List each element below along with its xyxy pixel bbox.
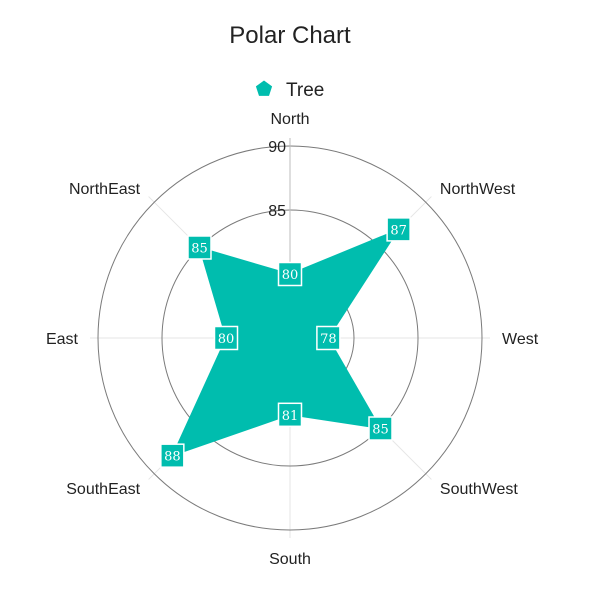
legend-pentagon-icon xyxy=(255,80,273,96)
data-label: 88 xyxy=(164,450,181,465)
data-label: 85 xyxy=(372,423,389,438)
data-point-west[interactable]: 78 xyxy=(316,325,341,351)
category-label-southeast: SouthEast xyxy=(66,481,140,498)
data-label-box xyxy=(277,261,303,287)
tick-label-90: 90 xyxy=(268,139,286,156)
category-label-northwest: NorthWest xyxy=(440,181,516,198)
legend-label: Tree xyxy=(286,80,324,101)
data-label: 81 xyxy=(282,409,299,424)
category-label-northeast: NorthEast xyxy=(69,181,141,198)
data-label: 80 xyxy=(218,332,235,347)
category-label-south: South xyxy=(269,551,311,568)
data-label-box xyxy=(277,402,303,428)
data-point-north[interactable]: 80 xyxy=(277,261,303,287)
data-label-box xyxy=(160,443,185,468)
category-label-north: North xyxy=(270,111,309,128)
data-point-east[interactable]: 80 xyxy=(213,325,239,351)
chart-title: Polar Chart xyxy=(229,22,351,49)
data-point-southeast[interactable]: 88 xyxy=(160,443,185,468)
data-label: 78 xyxy=(320,332,337,347)
data-label: 87 xyxy=(390,223,407,238)
data-label-box xyxy=(316,325,341,351)
data-point-south[interactable]: 81 xyxy=(277,402,303,428)
data-point-northwest[interactable]: 87 xyxy=(386,217,411,242)
data-point-northeast[interactable]: 85 xyxy=(187,235,212,260)
data-label-box xyxy=(386,217,411,242)
data-label: 85 xyxy=(191,241,208,256)
data-label-box xyxy=(213,325,239,351)
category-label-southwest: SouthWest xyxy=(440,481,519,498)
category-label-east: East xyxy=(46,331,79,348)
data-label-box xyxy=(187,235,212,260)
category-label-west: West xyxy=(502,331,539,348)
data-label-box xyxy=(368,416,393,441)
legend[interactable]: Tree xyxy=(255,80,324,101)
data-point-southwest[interactable]: 85 xyxy=(368,416,393,441)
data-label: 80 xyxy=(282,268,299,283)
tick-label-85: 85 xyxy=(268,203,286,220)
data-labels: 80 87 78 85 81 88 80 85 xyxy=(160,217,411,468)
